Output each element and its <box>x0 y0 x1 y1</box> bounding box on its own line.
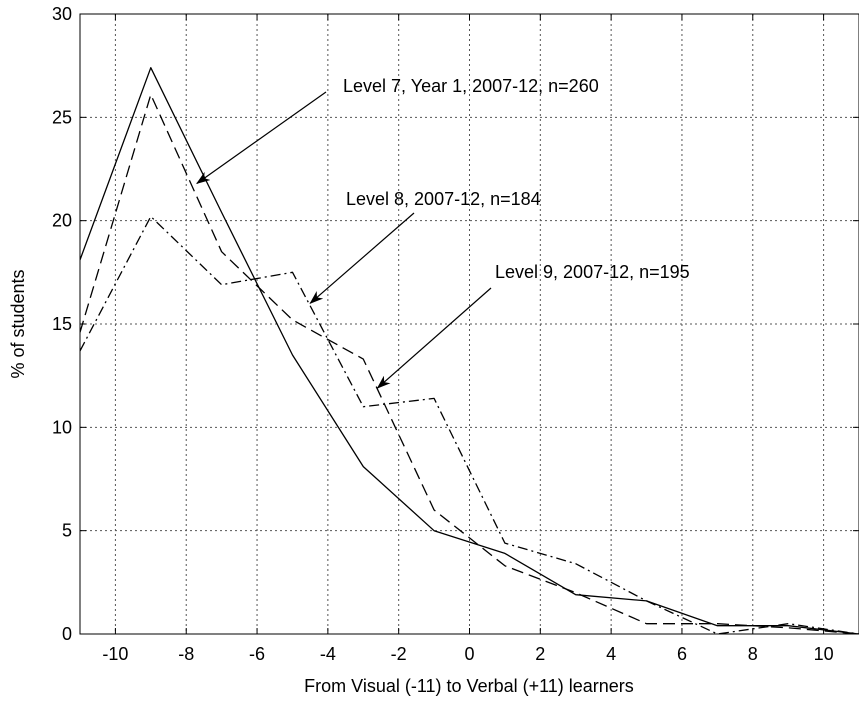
y-axis-title: % of students <box>8 269 28 378</box>
x-tick-label: 4 <box>606 644 616 664</box>
y-tick-label: 20 <box>52 211 72 231</box>
annotations: Level 7, Year 1, 2007-12, n=260 Level 8, … <box>196 76 690 389</box>
series-line-1 <box>80 67 859 634</box>
x-tick-label: 2 <box>535 644 545 664</box>
y-tick-label: 5 <box>62 521 72 541</box>
annotation-label: Level 8, 2007-12, n=184 <box>346 189 541 209</box>
ticks: -10 -8 -6 -4 -2 0 2 4 6 8 10 0 5 10 15 20 25 30 <box>52 4 859 664</box>
y-tick-label: 30 <box>52 4 72 24</box>
y-tick-label: 10 <box>52 417 72 437</box>
annotation-arrow <box>196 91 327 185</box>
x-tick-label: 6 <box>677 644 687 664</box>
x-tick-label: -4 <box>320 644 336 664</box>
grid <box>80 13 859 635</box>
y-tick-label: 0 <box>62 624 72 644</box>
x-tick-label: 10 <box>814 644 834 664</box>
x-tick-label: 8 <box>748 644 758 664</box>
x-tick-label: -10 <box>102 644 128 664</box>
annotation-label: Level 9, 2007-12, n=195 <box>495 262 690 282</box>
x-tick-label: -8 <box>178 644 194 664</box>
series-line-3 <box>80 215 859 634</box>
x-axis-title: From Visual (-11) to Verbal (+11) learne… <box>304 676 634 696</box>
annotation-arrow <box>309 212 415 304</box>
annotation-label: Level 7, Year 1, 2007-12, n=260 <box>343 76 599 96</box>
series-line-2 <box>80 93 859 634</box>
x-tick-label: 0 <box>464 644 474 664</box>
y-tick-label: 25 <box>52 107 72 127</box>
x-tick-label: -6 <box>249 644 265 664</box>
x-tick-label: -2 <box>391 644 407 664</box>
annotation-arrow <box>376 287 492 389</box>
series-layer <box>80 67 859 634</box>
y-tick-label: 15 <box>52 314 72 334</box>
